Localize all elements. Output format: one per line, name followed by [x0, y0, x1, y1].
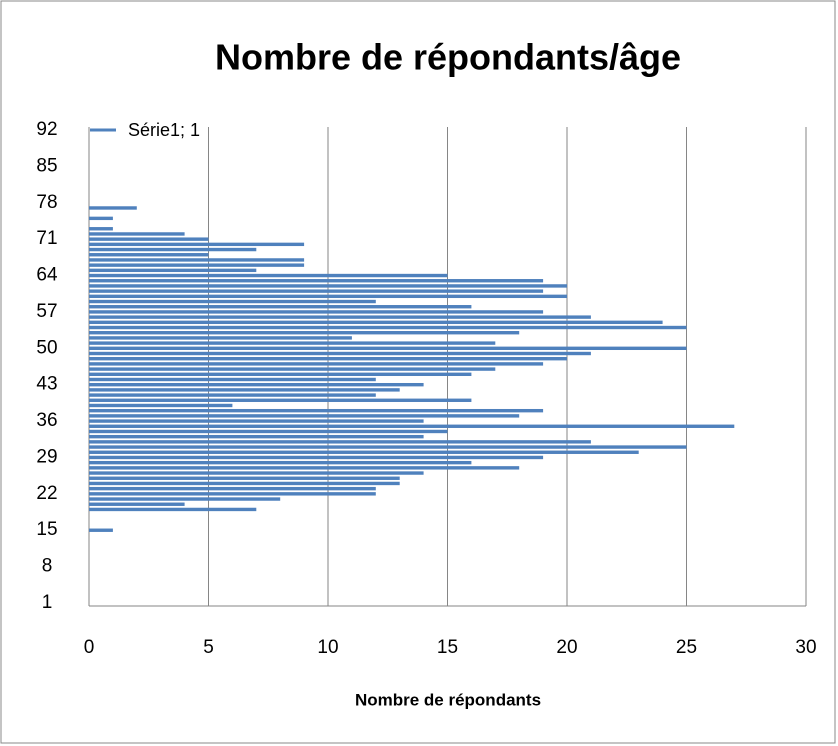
y-tick-label: 1	[42, 592, 53, 613]
bar	[89, 372, 472, 376]
bar	[89, 476, 400, 480]
bar	[89, 263, 305, 267]
bar	[89, 206, 137, 210]
bar	[89, 424, 735, 428]
x-tick-label: 25	[676, 637, 697, 658]
bar	[89, 341, 496, 345]
bar	[89, 445, 687, 449]
bar	[89, 492, 376, 496]
y-tick-label: 8	[42, 556, 53, 577]
bar	[89, 357, 567, 361]
bar	[89, 299, 376, 304]
bar	[89, 242, 305, 247]
bar	[89, 232, 185, 236]
bar	[89, 331, 520, 335]
bar	[89, 382, 424, 387]
bar	[89, 486, 376, 491]
bar	[89, 466, 520, 470]
bar	[89, 362, 544, 366]
bar	[89, 528, 113, 532]
x-tick-label: 20	[556, 637, 577, 658]
bar	[89, 497, 281, 501]
bar	[89, 294, 567, 299]
bar	[89, 403, 233, 408]
bar	[89, 279, 544, 283]
y-tick-label: 29	[36, 446, 57, 467]
bar	[89, 253, 209, 257]
bar	[89, 440, 591, 444]
y-tick-label: 50	[36, 337, 57, 358]
bar	[89, 237, 209, 241]
bar	[89, 305, 472, 309]
bar	[89, 393, 376, 397]
chart-title: Nombre de répondants/âge	[215, 37, 681, 78]
bar	[89, 450, 639, 454]
y-tick-label: 22	[36, 483, 57, 504]
y-tick-label: 57	[36, 301, 57, 322]
bar	[89, 325, 687, 330]
bar	[89, 471, 424, 475]
legend-label: Série1; 1	[128, 120, 200, 140]
bar	[89, 258, 305, 262]
bar	[89, 320, 663, 325]
x-tick-label: 30	[795, 637, 816, 658]
bar	[89, 419, 424, 423]
bar	[89, 315, 591, 319]
bar	[89, 289, 544, 293]
bar	[89, 502, 185, 506]
bar	[89, 455, 544, 460]
bar	[89, 414, 520, 418]
x-tick-label: 5	[203, 637, 214, 658]
y-tick-label: 36	[36, 410, 57, 431]
bar	[89, 247, 257, 252]
y-tick-label: 15	[36, 519, 57, 540]
bar	[89, 377, 376, 382]
bar	[89, 507, 257, 512]
bar	[89, 429, 448, 434]
y-tick-label: 43	[36, 374, 57, 395]
bar	[89, 227, 113, 231]
bar	[89, 481, 400, 486]
x-tick-label: 10	[317, 637, 338, 658]
y-tick-label: 92	[36, 119, 57, 140]
bar	[89, 351, 591, 356]
y-tick-label: 64	[36, 265, 58, 286]
bar	[89, 367, 496, 371]
bar	[89, 284, 567, 288]
bar	[89, 216, 113, 221]
y-tick-label: 78	[36, 192, 57, 213]
bar	[89, 398, 472, 402]
bar	[89, 346, 687, 351]
y-tick-label: 85	[36, 155, 57, 176]
bar	[89, 460, 472, 465]
bar	[89, 434, 424, 439]
bar	[89, 408, 544, 413]
bar	[89, 336, 352, 340]
x-axis-title: Nombre de répondants	[355, 690, 541, 709]
bar	[89, 388, 400, 392]
bar	[89, 310, 544, 314]
bar	[89, 273, 448, 278]
x-tick-label: 0	[84, 637, 95, 658]
y-tick-label: 71	[36, 228, 57, 249]
x-tick-label: 15	[437, 637, 458, 658]
bar	[89, 268, 257, 273]
